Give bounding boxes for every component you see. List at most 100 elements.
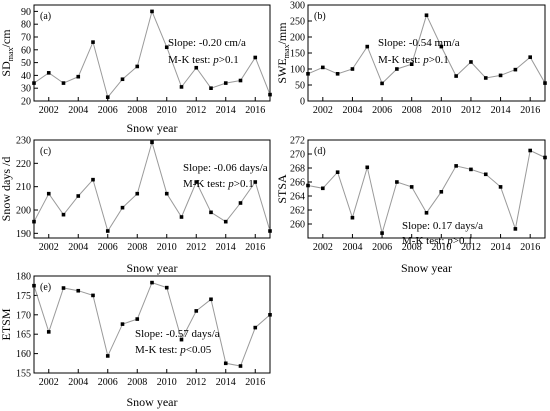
- y-tick-label: 262: [290, 206, 305, 217]
- data-point: [164, 45, 169, 50]
- y-tick-label: 80: [21, 20, 31, 31]
- x-tick-label: 2008: [402, 105, 422, 116]
- y-tick-label: 30: [21, 84, 31, 95]
- x-tick-label: 2008: [127, 105, 147, 116]
- x-tick-label: 2010: [157, 242, 177, 253]
- data-point: [268, 92, 272, 97]
- panel-label: (c): [40, 146, 51, 157]
- x-tick-label: 2004: [68, 105, 88, 116]
- data-point: [365, 44, 370, 49]
- x-tick-label: 2014: [491, 105, 511, 116]
- data-point: [253, 180, 258, 184]
- data-point: [454, 74, 458, 78]
- data-point: [194, 65, 199, 70]
- data-point: [194, 180, 199, 184]
- data-point: [179, 215, 184, 219]
- mk-test-annotation: M-K test: p>0.1: [183, 178, 254, 190]
- plot-frame: [307, 4, 546, 102]
- data-point: [483, 172, 488, 177]
- data-point: [395, 67, 399, 71]
- data-point: [424, 13, 429, 18]
- x-tick-label: 2004: [68, 242, 88, 253]
- x-tick-label: 2012: [186, 377, 206, 388]
- y-tick-label: 20: [21, 97, 31, 108]
- y-tick-label: 60: [21, 45, 31, 56]
- y-tick-label: 230: [16, 136, 31, 147]
- data-point: [380, 81, 384, 86]
- data-point: [150, 140, 154, 145]
- data-point: [135, 191, 140, 196]
- plot-frame: [33, 275, 271, 374]
- x-axis-title: Snow year: [127, 395, 178, 409]
- y-tick-label: 264: [290, 192, 305, 203]
- y-tick-label: 175: [16, 291, 31, 302]
- plot-frame: [307, 139, 546, 239]
- data-point: [209, 297, 213, 302]
- y-tick-label: 150: [290, 49, 305, 60]
- y-tick-label: 200: [290, 33, 305, 44]
- data-point: [164, 285, 169, 290]
- data-point: [439, 190, 444, 194]
- data-point: [61, 81, 66, 85]
- y-tick-label: 180: [16, 272, 31, 283]
- slope-annotation: Slope: 0.17 days/a: [402, 220, 483, 232]
- data-point: [469, 60, 473, 64]
- slope-annotation: Slope: -0.57 days/a: [135, 328, 220, 340]
- data-point: [483, 76, 488, 80]
- x-tick-label: 2016: [245, 105, 265, 116]
- data-point: [513, 227, 518, 231]
- x-tick-label: 2008: [402, 242, 422, 253]
- x-tick-label: 2006: [372, 105, 392, 116]
- data-point: [150, 280, 154, 285]
- y-tick-label: 90: [21, 7, 31, 18]
- y-tick-label: 70: [21, 33, 31, 44]
- x-tick-label: 2010: [157, 377, 177, 388]
- data-point: [91, 177, 95, 182]
- panel-b: 0 50 100 150 200 250 300 2002 2004 2006 2008 2010 20…: [275, 1, 547, 116]
- x-tick-label: 2014: [216, 242, 236, 253]
- y-tick-label: 210: [16, 182, 31, 193]
- data-point: [321, 186, 325, 191]
- data-point: [105, 95, 110, 99]
- panel-label: (b): [314, 11, 326, 22]
- x-tick-label: 2016: [520, 242, 540, 253]
- data-point: [76, 288, 81, 293]
- data-point: [76, 74, 81, 79]
- x-tick-label: 2006: [98, 242, 118, 253]
- data-point: [135, 317, 140, 321]
- y-tick-label: 50: [295, 81, 305, 92]
- data-point: [61, 212, 66, 217]
- data-point: [498, 185, 503, 189]
- data-point: [194, 309, 199, 313]
- panel-d: 260 262 264 266 268 270 272 2002 2004 2006 2008 201…: [275, 136, 547, 275]
- x-tick-label: 2012: [186, 105, 206, 116]
- data-point: [223, 219, 228, 224]
- data-point: [335, 170, 340, 174]
- plot-frame: [33, 139, 271, 239]
- plot-frame: [33, 4, 271, 102]
- data-point: [424, 211, 429, 215]
- data-point: [306, 72, 310, 76]
- data-point: [179, 85, 184, 89]
- y-axis-label: SDmax/cm: [0, 29, 15, 77]
- y-axis-label: Snow days /d: [0, 157, 13, 222]
- panel-label: (d): [314, 146, 326, 157]
- y-tick-label: 100: [290, 65, 305, 76]
- x-tick-label: 2004: [342, 242, 362, 253]
- panel-label: (a): [40, 11, 51, 22]
- slope-annotation: Slope: -0.20 cm/a: [168, 37, 246, 49]
- data-point: [409, 185, 414, 189]
- data-point: [223, 361, 228, 366]
- y-tick-label: 50: [21, 58, 31, 69]
- x-tick-label: 2016: [245, 242, 265, 253]
- data-point: [513, 67, 518, 72]
- data-point: [306, 183, 310, 188]
- data-point: [105, 229, 110, 233]
- slope-annotation: Slope: -0.06 days/a: [183, 162, 268, 174]
- x-tick-label: 2002: [39, 242, 59, 253]
- x-axis-title: Snow year: [127, 121, 178, 135]
- y-tick-label: 266: [290, 178, 305, 189]
- data-point: [409, 62, 414, 66]
- x-tick-label: 2012: [461, 242, 481, 253]
